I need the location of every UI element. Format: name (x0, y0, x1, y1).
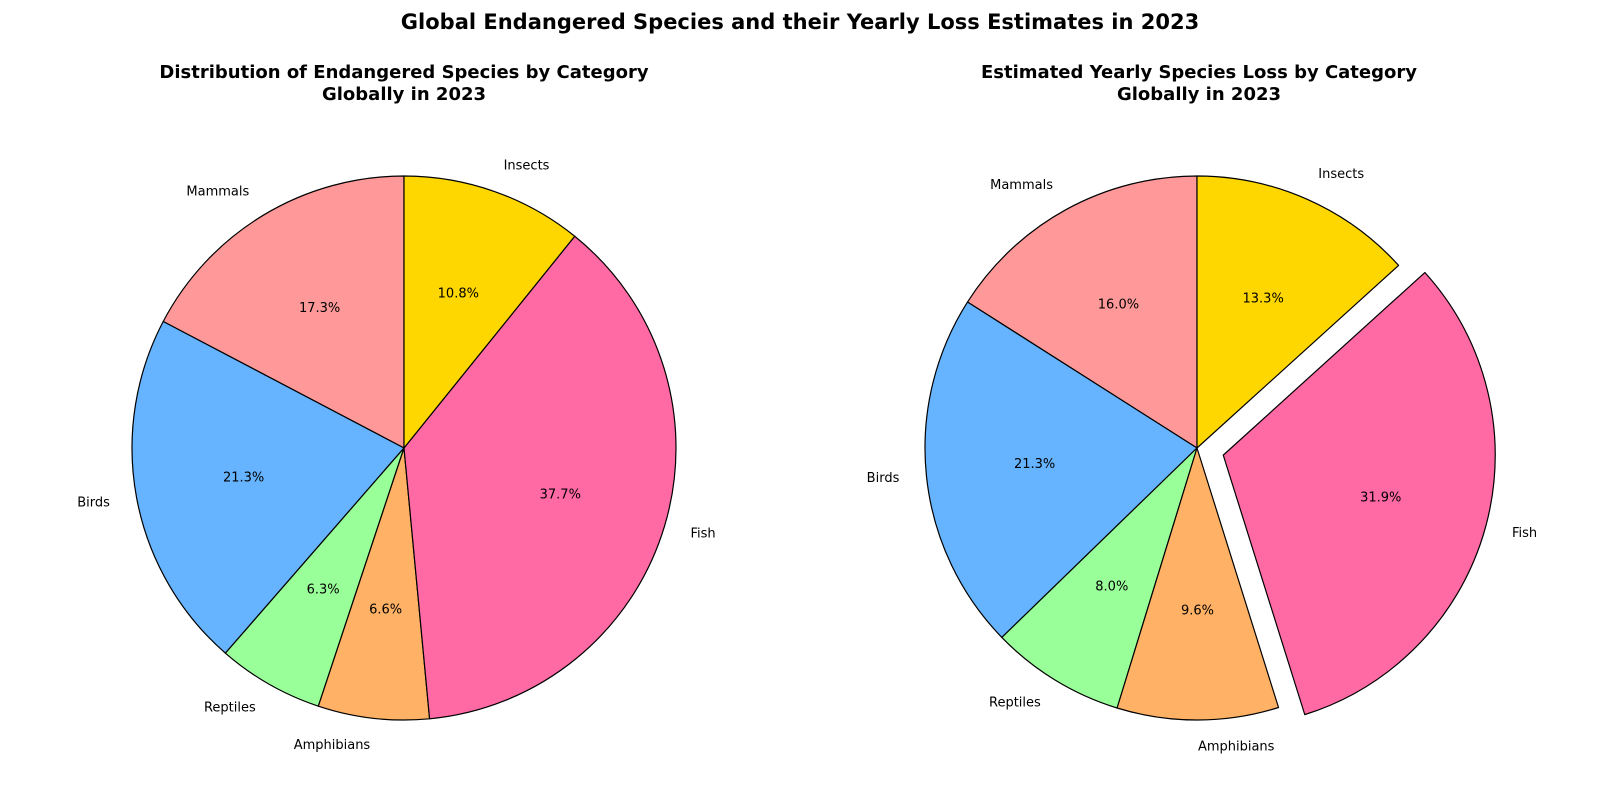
right-slice-birds (924, 301, 1198, 639)
right-pct-label-fish: 31.9% (1360, 490, 1401, 505)
left-pct-label-mammals: 17.3% (299, 301, 340, 316)
left-chart-title: Distribution of Endangered Species by Ca… (159, 62, 649, 105)
left-category-label-amphibians: Amphibians (294, 738, 371, 753)
left-slice-fish (403, 235, 677, 720)
right-pct-label-reptiles: 8.0% (1095, 580, 1128, 595)
left-slice-mammals (162, 175, 405, 449)
right-category-label-birds: Birds (867, 471, 900, 486)
right-category-label-insects: Insects (1318, 167, 1364, 182)
right-pct-label-birds: 21.3% (1014, 457, 1055, 472)
left-pct-label-amphibians: 6.6% (369, 603, 402, 618)
right-slice-amphibians (1116, 447, 1280, 721)
right-slice-mammals (966, 175, 1198, 449)
right-pct-label-mammals: 16.0% (1098, 297, 1139, 312)
right-category-label-fish: Fish (1512, 526, 1537, 541)
figure-title: Global Endangered Species and their Year… (400, 10, 1200, 34)
left-category-label-fish: Fish (691, 527, 716, 542)
right-chart-title: Estimated Yearly Species Loss by Categor… (981, 62, 1417, 105)
left-category-label-birds: Birds (77, 496, 110, 511)
right-category-label-reptiles: Reptiles (989, 696, 1041, 711)
left-pct-label-birds: 21.3% (223, 471, 264, 486)
left-slice-birds (131, 320, 405, 654)
right-slice-fish (1222, 271, 1496, 716)
right-category-label-amphibians: Amphibians (1198, 740, 1275, 755)
left-pct-label-fish: 37.7% (540, 488, 581, 503)
right-pct-label-amphibians: 9.6% (1181, 604, 1214, 619)
right-slice-insects (1196, 175, 1400, 449)
left-pct-label-reptiles: 6.3% (307, 582, 340, 597)
left-slice-insects (403, 175, 576, 449)
right-category-label-mammals: Mammals (990, 178, 1053, 193)
right-pie-chart: 16.0% Mammals 21.3% Birds 8.0% Reptiles 9.6% Am… (867, 167, 1537, 755)
left-slice-amphibians (317, 447, 431, 721)
right-slice-reptiles (1001, 447, 1198, 709)
right-pct-label-insects: 13.3% (1243, 291, 1284, 306)
left-category-label-mammals: Mammals (186, 184, 249, 199)
left-category-label-insects: Insects (504, 158, 550, 173)
left-pie-chart: 17.3% Mammals 21.3% Birds 6.3% Reptiles 6.6% Am… (77, 158, 715, 752)
left-category-label-reptiles: Reptiles (204, 700, 256, 715)
left-pct-label-insects: 10.8% (438, 287, 479, 302)
